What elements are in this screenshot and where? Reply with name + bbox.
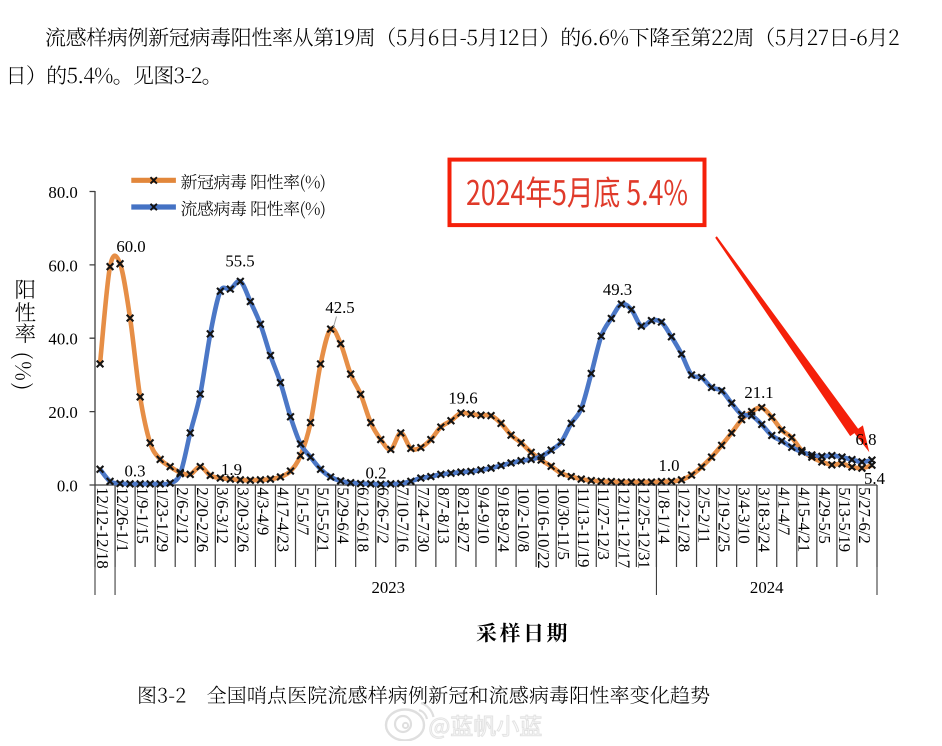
svg-text:12/26-1/1: 12/26-1/1 (113, 487, 132, 552)
svg-text:0.0: 0.0 (57, 477, 78, 496)
svg-text:1/23-1/29: 1/23-1/29 (153, 487, 172, 552)
svg-text:4/15-4/21: 4/15-4/21 (795, 487, 814, 552)
svg-text:12/12-12/18: 12/12-12/18 (93, 487, 112, 569)
svg-text:11/27-12/3: 11/27-12/3 (594, 487, 613, 560)
svg-text:5.4: 5.4 (864, 469, 886, 488)
svg-text:2023: 2023 (371, 578, 405, 597)
svg-text:9/4-9/10: 9/4-9/10 (474, 487, 493, 544)
svg-text:1.9: 1.9 (221, 460, 242, 479)
svg-text:8/7-8/13: 8/7-8/13 (434, 487, 453, 544)
svg-text:12/11-12/17: 12/11-12/17 (614, 487, 633, 568)
svg-text:19.6: 19.6 (448, 389, 477, 408)
svg-text:5/13-5/19: 5/13-5/19 (835, 487, 854, 552)
svg-text:12/25-12/31: 12/25-12/31 (634, 487, 653, 569)
svg-text:7/24-7/30: 7/24-7/30 (414, 487, 433, 552)
svg-text:0.2: 0.2 (366, 464, 387, 483)
svg-text:4/3-4/9: 4/3-4/9 (253, 487, 272, 535)
svg-text:1/9-1/15: 1/9-1/15 (133, 487, 152, 544)
svg-text:3/18-3/24: 3/18-3/24 (755, 487, 774, 553)
svg-text:60.0: 60.0 (48, 256, 77, 275)
svg-text:10/30-11/5: 10/30-11/5 (554, 487, 573, 560)
svg-text:5/15-5/21: 5/15-5/21 (313, 487, 332, 552)
svg-text:60.0: 60.0 (116, 237, 145, 256)
svg-text:3/6-3/12: 3/6-3/12 (213, 487, 232, 544)
svg-text:2/20-2/26: 2/20-2/26 (193, 487, 212, 552)
svg-text:5/29-6/4: 5/29-6/4 (334, 487, 353, 544)
svg-text:3/20-3/26: 3/20-3/26 (233, 487, 252, 552)
svg-text:11/13-11/19: 11/13-11/19 (574, 487, 593, 567)
svg-text:80.0: 80.0 (48, 183, 77, 202)
svg-text:5/1-5/7: 5/1-5/7 (293, 487, 312, 535)
svg-text:1/8-1/14: 1/8-1/14 (654, 487, 673, 544)
svg-text:1.0: 1.0 (659, 456, 680, 475)
svg-text:6/26-7/2: 6/26-7/2 (374, 487, 393, 544)
svg-text:2/19-2/25: 2/19-2/25 (715, 487, 734, 552)
svg-text:42.5: 42.5 (325, 298, 354, 317)
svg-text:4/1-4/7: 4/1-4/7 (775, 487, 794, 535)
svg-text:1/22-1/28: 1/22-1/28 (674, 487, 693, 552)
svg-text:10/2-10/8: 10/2-10/8 (514, 487, 533, 552)
svg-text:40.0: 40.0 (48, 330, 77, 349)
svg-text:49.3: 49.3 (603, 280, 632, 299)
svg-text:3/4-3/10: 3/4-3/10 (735, 487, 754, 544)
svg-text:5/27-6/2: 5/27-6/2 (855, 487, 874, 544)
svg-text:6/12-6/18: 6/12-6/18 (354, 487, 373, 552)
svg-text:6.8: 6.8 (856, 430, 877, 449)
svg-text:8/21-8/27: 8/21-8/27 (454, 487, 473, 552)
svg-text:4/29-5/5: 4/29-5/5 (815, 487, 834, 544)
svg-text:21.1: 21.1 (744, 383, 773, 402)
svg-text:10/16-10/22: 10/16-10/22 (534, 487, 553, 569)
svg-text:0.3: 0.3 (125, 462, 146, 481)
svg-text:2/6-2/12: 2/6-2/12 (173, 487, 192, 544)
svg-text:2024: 2024 (750, 578, 784, 597)
svg-text:55.5: 55.5 (225, 252, 254, 271)
svg-text:20.0: 20.0 (48, 403, 77, 422)
svg-text:9/18-9/24: 9/18-9/24 (494, 487, 513, 553)
svg-text:2/5-2/11: 2/5-2/11 (694, 487, 713, 543)
svg-text:4/17-4/23: 4/17-4/23 (273, 487, 292, 552)
svg-text:7/10-7/16: 7/10-7/16 (394, 487, 413, 552)
